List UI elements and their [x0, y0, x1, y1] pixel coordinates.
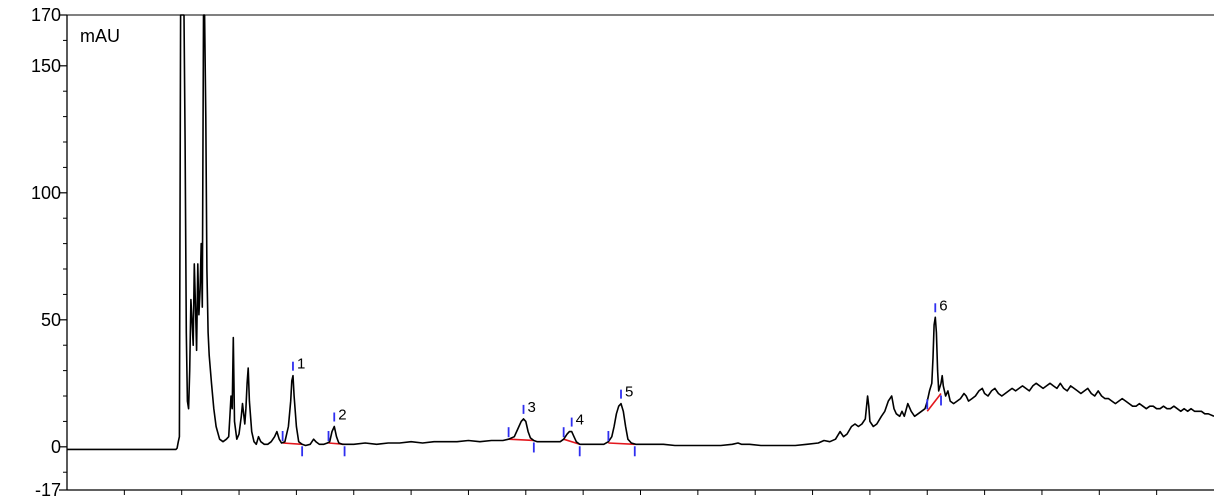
- y-unit-label: mAU: [80, 26, 120, 46]
- peak-label: 1: [297, 356, 305, 373]
- peak-label: 3: [528, 399, 536, 416]
- peak-baselines: [282, 392, 942, 446]
- peak-label: 5: [625, 384, 633, 401]
- y-tick-label: 150: [31, 56, 61, 76]
- peak-labels: 1 2 3 4 5 6: [297, 297, 948, 428]
- peak-baseline: [508, 438, 534, 442]
- peak-markers: [281, 303, 942, 457]
- peak-label: 4: [576, 412, 584, 429]
- peak-baseline: [282, 442, 303, 446]
- trace-layer: [67, 14, 1214, 451]
- peak-label: 2: [338, 406, 346, 423]
- peak-baseline: [926, 392, 942, 412]
- peak-label: 6: [939, 297, 947, 314]
- peak-baseline: [563, 438, 580, 446]
- peak-baseline: [608, 442, 635, 446]
- y-tick-label: 50: [41, 310, 61, 330]
- axes: [66, 14, 1214, 491]
- axis-ticks: 170 150 100 50 0 -17: [31, 5, 1158, 497]
- y-tick-label: 0: [51, 437, 61, 457]
- chromatogram-trace: [67, 14, 1214, 451]
- y-tick-label: -17: [35, 480, 61, 497]
- y-tick-label: 100: [31, 183, 61, 203]
- y-tick-label: 170: [31, 5, 61, 25]
